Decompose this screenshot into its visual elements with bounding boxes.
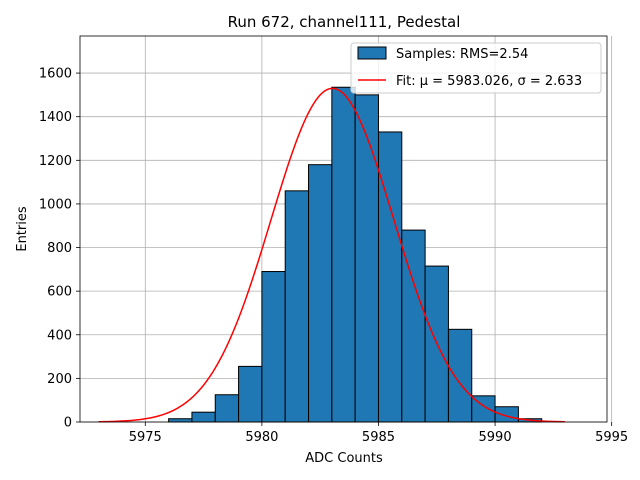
histogram-bar [214,394,240,423]
x-tick-label: 5985 [362,430,395,445]
histogram-bar [261,271,286,423]
y-tick-label: 1000 [39,197,72,212]
histogram-bar [308,164,333,423]
legend: Samples: RMS=2.54 Fit: μ = 5983.026, σ =… [350,42,602,94]
x-axis-ticks: 5975 5980 5985 5990 5995 [129,422,628,445]
legend-swatch-samples [357,46,387,60]
histogram-bar [447,328,473,423]
y-tick-label: 600 [47,285,72,300]
histogram-bar [354,94,379,423]
histogram-bar [377,131,403,423]
y-tick-label: 400 [47,328,72,343]
histogram-bar [168,418,193,423]
x-tick-label: 5975 [129,430,162,445]
x-axis-label: ADC Counts [305,451,383,466]
y-axis-label: Entries [15,206,30,252]
legend-label-fit: Fit: μ = 5983.026, σ = 2.633 [396,74,582,89]
x-tick-label: 5990 [479,430,512,445]
y-tick-label: 1200 [39,154,72,169]
x-tick-label: 5995 [595,430,628,445]
legend-box [350,42,602,94]
chart-title: Run 672, channel111, Pedestal [228,13,461,31]
y-tick-label: 1400 [39,110,72,125]
x-tick-label: 5980 [245,430,278,445]
gaussian-fit-curve [98,87,566,423]
histogram-bar [238,365,263,423]
plot-frame [79,35,608,423]
legend-label-samples: Samples: RMS=2.54 [396,47,528,62]
y-axis-ticks: 0 200 400 600 800 1000 1200 1400 1600 [39,67,80,431]
histogram-bar [494,406,519,423]
histogram-bar [331,86,356,423]
y-tick-label: 800 [47,241,72,256]
histogram-bar [284,190,310,423]
y-tick-label: 1600 [39,67,72,82]
histogram-bars [168,86,543,423]
histogram-bar [191,411,216,423]
y-tick-label: 0 [64,416,72,431]
y-tick-label: 200 [47,372,72,387]
